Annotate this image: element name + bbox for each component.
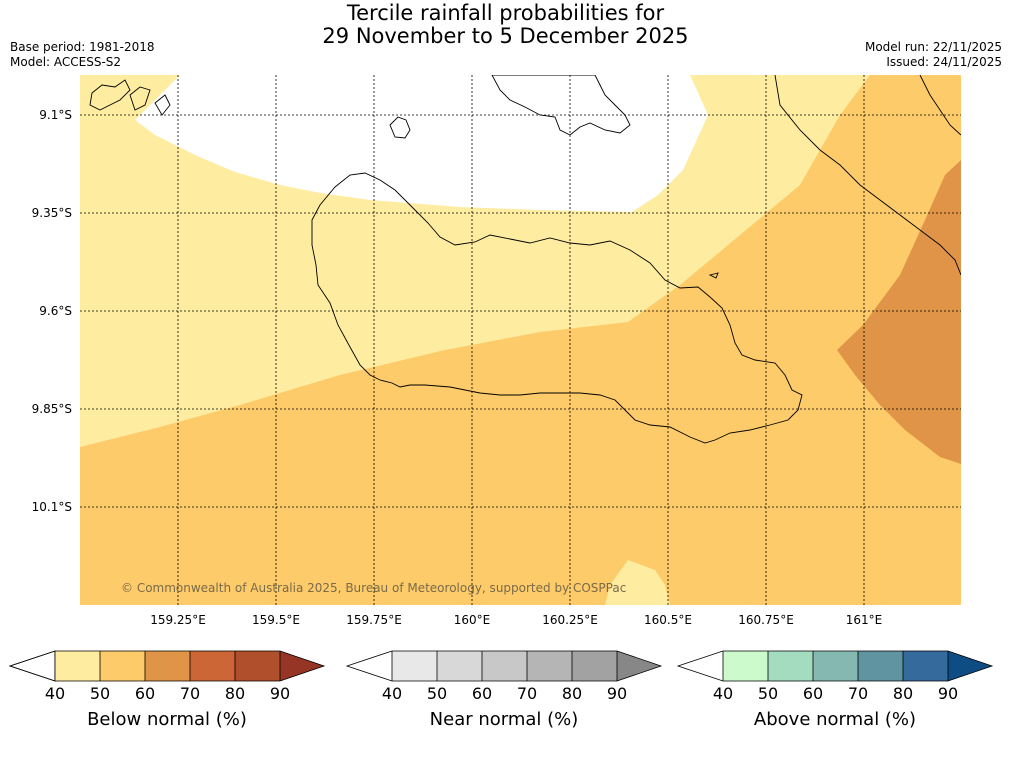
colorbar-below-high-extend <box>280 651 324 681</box>
colorbar-below-tick: 90 <box>269 684 291 703</box>
colorbar-below-title: Below normal (%) <box>87 709 247 730</box>
rainfall-map: © Commonwealth of Australia 2025, Bureau… <box>80 75 961 605</box>
colorbar-below-swatch <box>55 651 100 681</box>
colorbar-near-tick: 70 <box>516 684 538 703</box>
colorbar-above-swatch <box>813 651 858 681</box>
colorbar-above-high-extend <box>948 651 992 681</box>
colorbar-near-tick: 50 <box>426 684 448 703</box>
russell-islands-coastline <box>89 79 171 116</box>
colorbar-below-swatch <box>145 651 190 681</box>
colorbar-above-tick: 90 <box>937 684 959 703</box>
lat-label: 9.6°S <box>39 304 72 318</box>
nggela-islands-coastline <box>491 75 631 136</box>
graticule <box>80 75 961 605</box>
colorbar-above-swatch <box>903 651 948 681</box>
base-period: Base period: 1981-2018 <box>10 40 155 54</box>
colorbar-near-swatch <box>572 651 617 681</box>
colorbar-above-tick: 50 <box>757 684 779 703</box>
colorbar-near-swatch <box>437 651 482 681</box>
colorbar-above-tick: 60 <box>802 684 824 703</box>
colorbar-near-tick: 90 <box>606 684 628 703</box>
lat-label: 9.35°S <box>31 206 72 220</box>
colorbar-near-swatch <box>392 651 437 681</box>
malaita-coastline <box>774 75 961 276</box>
colorbar-below-tick: 60 <box>134 684 156 703</box>
coastlines <box>89 75 961 444</box>
colorbar-below-swatch <box>235 651 280 681</box>
colorbar-near-swatch <box>527 651 572 681</box>
colorbar-above-swatch <box>858 651 903 681</box>
colorbar-below-tick: 40 <box>44 684 66 703</box>
malaita-east-coastline <box>919 75 961 136</box>
colorbar-above-tick: 70 <box>847 684 869 703</box>
map-title-line2: 29 November to 5 December 2025 <box>322 24 689 48</box>
lon-label: 160°E <box>453 613 491 627</box>
prob-region-40-50-east <box>690 75 860 185</box>
no-dominant-region <box>135 75 708 212</box>
lat-label: 9.1°S <box>39 108 72 122</box>
colorbar-below-tick: 70 <box>179 684 201 703</box>
colorbar-below <box>8 650 326 682</box>
colorbar-below-swatch <box>190 651 235 681</box>
colorbar-near-tick: 60 <box>471 684 493 703</box>
guadalcanal-coastline <box>311 172 803 444</box>
prob-region-40-50-south <box>605 560 670 605</box>
lon-label: 159.75°E <box>346 613 402 627</box>
colorbar-near-tick: 40 <box>381 684 403 703</box>
colorbar-above-tick: 40 <box>712 684 734 703</box>
colorbar-above <box>676 650 994 682</box>
colorbar-near-swatch <box>482 651 527 681</box>
model-run-date: Model run: 22/11/2025 <box>864 40 1002 54</box>
colorbar-below-tick: 80 <box>224 684 246 703</box>
colorbar-above-title: Above normal (%) <box>753 709 917 730</box>
prob-region-60-70 <box>837 160 961 464</box>
colorbar-near-low-extend <box>347 651 392 681</box>
copyright-notice: © Commonwealth of Australia 2025, Bureau… <box>121 581 626 595</box>
colorbar-below-swatch <box>100 651 145 681</box>
lon-label: 160.25°E <box>542 613 598 627</box>
lon-label: 160.5°E <box>644 613 692 627</box>
colorbar-near-title: Near normal (%) <box>429 709 579 730</box>
colorbar-above-tick: 80 <box>892 684 914 703</box>
savo-island-coastline <box>389 116 411 139</box>
colorbar-near-tick: 80 <box>561 684 583 703</box>
map-title-line1: Tercile rainfall probabilities for <box>346 1 665 25</box>
colorbar-below-tick: 50 <box>89 684 111 703</box>
lat-label: 10.1°S <box>31 500 72 514</box>
lon-label: 161°E <box>845 613 883 627</box>
colorbar-above-swatch <box>723 651 768 681</box>
lon-label: 160.75°E <box>738 613 794 627</box>
colorbar-near <box>345 650 663 682</box>
colorbar-near-high-extend <box>617 651 661 681</box>
lon-label: 159.25°E <box>150 613 206 627</box>
colorbar-above-low-extend <box>678 651 723 681</box>
lon-label: 159.5°E <box>252 613 300 627</box>
model-name: Model: ACCESS-S2 <box>10 55 122 69</box>
issued-date: Issued: 24/11/2025 <box>886 55 1002 69</box>
colorbar-above-swatch <box>768 651 813 681</box>
colorbar-below-low-extend <box>8 650 56 682</box>
small-island-east <box>708 272 719 279</box>
lat-label: 9.85°S <box>31 402 72 416</box>
